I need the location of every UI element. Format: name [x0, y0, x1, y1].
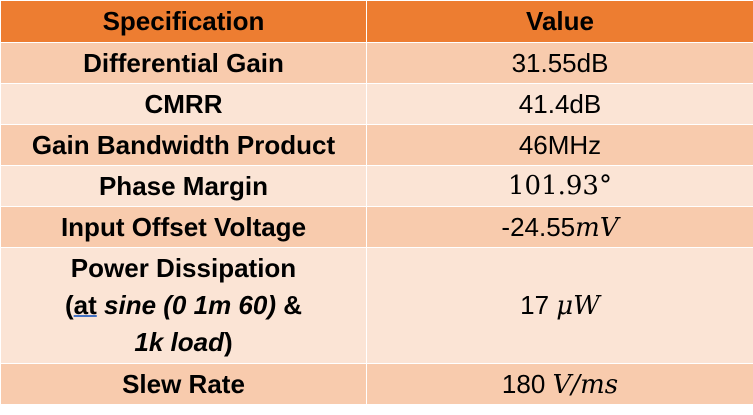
table-row: CMRR 41.4dB [0, 83, 753, 125]
header-value: Value [366, 0, 753, 43]
value-number: -24.55 [501, 211, 576, 242]
spec-label: Input Offset Voltage [0, 206, 367, 248]
spec-value: 101.93° [366, 165, 753, 207]
table-row: Slew Rate 180 V/ms [0, 363, 753, 405]
specification-table: Specification Value Differential Gain 31… [0, 0, 753, 405]
header-row: Specification Value [0, 0, 753, 43]
value-unit: μW [556, 290, 600, 321]
spec-label: CMRR [0, 83, 367, 125]
table-row: Phase Margin 101.93° [0, 165, 753, 207]
label-line-1: Power Dissipation [70, 253, 297, 283]
spec-value: 17 μW [366, 247, 753, 364]
spec-value: -24.55mV [366, 206, 753, 248]
spec-label: Differential Gain [0, 42, 367, 84]
header-specification: Specification [0, 0, 367, 43]
label-load: 1k load [134, 327, 224, 357]
table-row: Gain Bandwidth Product 46MHz [0, 124, 753, 166]
spec-value: 41.4dB [366, 83, 753, 125]
table-row: Input Offset Voltage -24.55mV [0, 206, 753, 248]
label-at-link[interactable]: at [73, 290, 97, 320]
spec-label: Slew Rate [0, 363, 367, 405]
spec-value: 180 V/ms [366, 363, 753, 405]
value-number: 180 [501, 368, 553, 399]
label-ampersand: & [276, 290, 302, 320]
spec-label: Power Dissipation (at sine (0 1m 60) & 1… [0, 247, 367, 364]
spec-value: 31.55dB [366, 42, 753, 84]
spec-value: 46MHz [366, 124, 753, 166]
value-unit: V/ms [552, 369, 619, 400]
spec-label: Phase Margin [0, 165, 367, 207]
table-row: Differential Gain 31.55dB [0, 42, 753, 84]
label-open-paren: ( [64, 290, 74, 320]
value-number: 17 [520, 289, 557, 320]
value-unit: mV [575, 212, 619, 243]
label-close-paren: ) [223, 327, 233, 357]
spec-label: Gain Bandwidth Product [0, 124, 367, 166]
table-row: Power Dissipation (at sine (0 1m 60) & 1… [0, 247, 753, 364]
label-space [97, 290, 104, 320]
label-sine: sine (0 1m 60) [104, 290, 276, 320]
